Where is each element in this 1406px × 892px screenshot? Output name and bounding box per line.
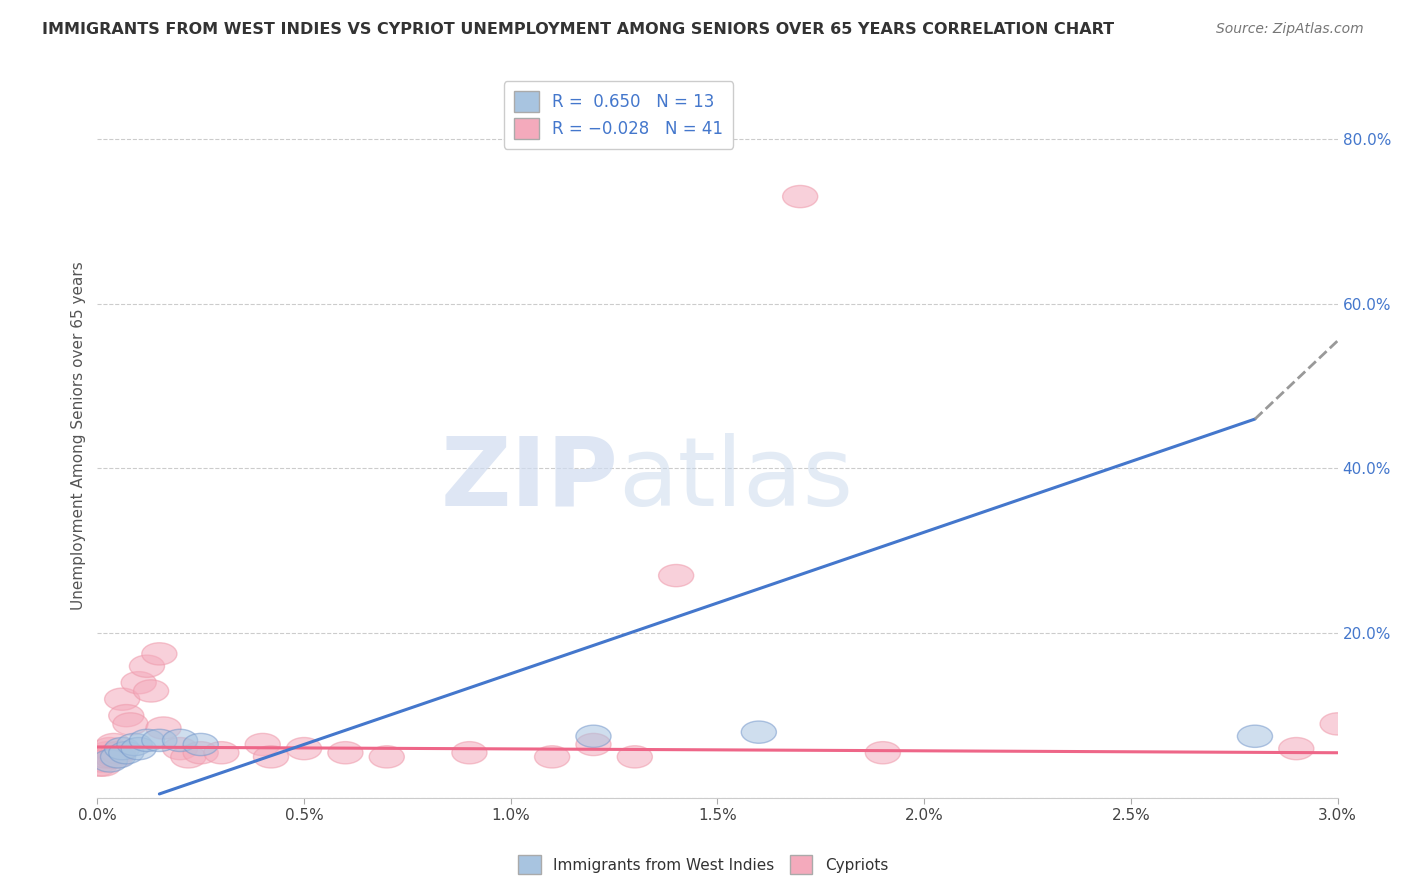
Text: Source: ZipAtlas.com: Source: ZipAtlas.com [1216, 22, 1364, 37]
Ellipse shape [97, 733, 131, 756]
Ellipse shape [86, 754, 121, 776]
Ellipse shape [576, 725, 612, 747]
Ellipse shape [117, 733, 152, 756]
Ellipse shape [287, 738, 322, 760]
Ellipse shape [112, 713, 148, 735]
Ellipse shape [1320, 713, 1355, 735]
Ellipse shape [741, 721, 776, 743]
Y-axis label: Unemployment Among Seniors over 65 years: Unemployment Among Seniors over 65 years [72, 261, 86, 610]
Ellipse shape [142, 643, 177, 665]
Ellipse shape [82, 754, 117, 776]
Legend: Immigrants from West Indies, Cypriots: Immigrants from West Indies, Cypriots [512, 849, 894, 880]
Text: ZIP: ZIP [440, 433, 619, 525]
Ellipse shape [104, 738, 139, 760]
Text: atlas: atlas [619, 433, 853, 525]
Ellipse shape [370, 746, 405, 768]
Ellipse shape [129, 730, 165, 751]
Ellipse shape [134, 680, 169, 702]
Ellipse shape [108, 705, 143, 727]
Ellipse shape [576, 733, 612, 756]
Ellipse shape [451, 741, 486, 764]
Ellipse shape [328, 741, 363, 764]
Ellipse shape [98, 746, 134, 768]
Ellipse shape [108, 741, 143, 764]
Ellipse shape [204, 741, 239, 764]
Ellipse shape [183, 741, 218, 764]
Ellipse shape [100, 741, 135, 764]
Ellipse shape [146, 717, 181, 739]
Ellipse shape [104, 688, 139, 710]
Text: IMMIGRANTS FROM WEST INDIES VS CYPRIOT UNEMPLOYMENT AMONG SENIORS OVER 65 YEARS : IMMIGRANTS FROM WEST INDIES VS CYPRIOT U… [42, 22, 1115, 37]
Ellipse shape [142, 730, 177, 751]
Ellipse shape [100, 746, 135, 768]
Ellipse shape [89, 746, 124, 768]
Ellipse shape [93, 750, 128, 772]
Ellipse shape [121, 672, 156, 694]
Ellipse shape [617, 746, 652, 768]
Ellipse shape [94, 746, 129, 768]
Ellipse shape [1237, 725, 1272, 747]
Ellipse shape [245, 733, 280, 756]
Ellipse shape [163, 738, 198, 760]
Ellipse shape [90, 741, 125, 764]
Ellipse shape [163, 730, 198, 751]
Ellipse shape [121, 738, 156, 760]
Ellipse shape [658, 565, 693, 587]
Ellipse shape [534, 746, 569, 768]
Ellipse shape [183, 733, 218, 756]
Ellipse shape [93, 738, 128, 760]
Ellipse shape [84, 750, 120, 772]
Ellipse shape [1278, 738, 1313, 760]
Ellipse shape [170, 746, 205, 768]
Ellipse shape [865, 741, 900, 764]
Ellipse shape [129, 655, 165, 677]
Ellipse shape [783, 186, 818, 208]
Legend: R =  0.650   N = 13, R = −0.028   N = 41: R = 0.650 N = 13, R = −0.028 N = 41 [503, 81, 733, 149]
Ellipse shape [253, 746, 288, 768]
